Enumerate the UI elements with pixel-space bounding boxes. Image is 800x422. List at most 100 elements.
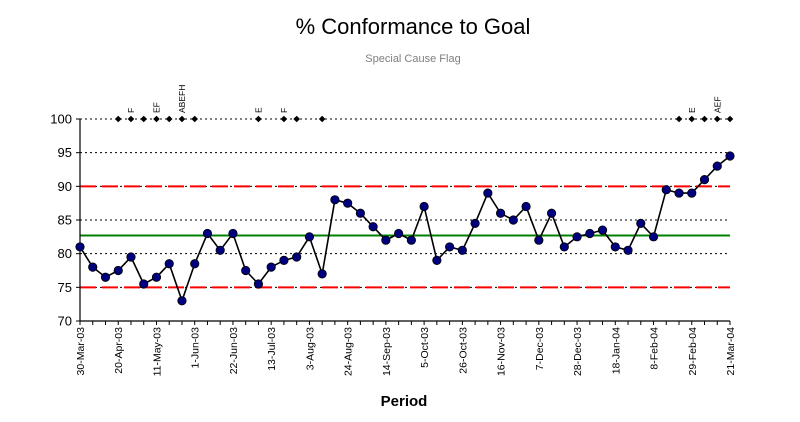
x-tick-label: 20-Apr-03: [113, 327, 125, 374]
data-point: [572, 232, 582, 242]
flag-marker: [675, 115, 683, 123]
flag-marker: [114, 115, 122, 123]
flag-marker: [165, 115, 173, 123]
data-point: [304, 232, 315, 242]
data-point: [139, 279, 149, 289]
data-point: [292, 252, 302, 262]
data-point: [712, 161, 722, 171]
data-point: [648, 232, 659, 242]
flag-marker: [191, 115, 199, 123]
data-point: [521, 201, 531, 212]
x-tick-label: 7-Dec-03: [534, 327, 546, 370]
data-point: [355, 208, 365, 218]
reference-lines: [80, 185, 730, 289]
data-point: [190, 259, 200, 269]
data-point: [241, 265, 251, 276]
data-point: [406, 235, 416, 245]
data-point: [661, 185, 671, 195]
x-tick-label: 8-Feb-04: [649, 327, 661, 370]
flag-marker: [293, 115, 300, 123]
y-tick-label: 85: [58, 213, 72, 228]
y-tick-label: 100: [50, 112, 72, 127]
flag-marker: [127, 115, 135, 123]
data-point: [75, 242, 85, 252]
x-tick-label: 11-May-03: [151, 327, 163, 377]
flag-marker: [178, 115, 186, 123]
data-point: [546, 208, 557, 218]
flag-label: ABEFH: [177, 85, 187, 113]
x-tick-label: 18-Jan-04: [610, 327, 622, 374]
flag-marker: [255, 115, 262, 123]
data-point: [687, 188, 697, 198]
data-point: [88, 262, 98, 272]
series: [75, 151, 735, 306]
flag-label: EF: [151, 102, 161, 113]
chart-subtitle: Special Cause Flag: [365, 53, 460, 65]
special-cause-flags: F EF ABEFH E F E AEF: [114, 85, 734, 123]
data-point: [470, 218, 480, 228]
data-point: [228, 228, 238, 239]
flag-marker: [726, 115, 734, 123]
flag-marker: [280, 115, 288, 123]
flag-label: E: [253, 107, 263, 113]
data-point: [317, 269, 327, 279]
data-point: [202, 228, 213, 239]
flag-marker: [153, 115, 160, 123]
data-point: [394, 228, 404, 239]
data-point: [597, 225, 608, 235]
x-tick-label: 30-Mar-03: [75, 327, 87, 376]
y-tick-label: 90: [58, 179, 72, 194]
data-point: [457, 245, 467, 255]
data-point: [483, 188, 493, 198]
data-point: [113, 265, 123, 276]
data-point: [253, 279, 264, 289]
x-tick-label: 26-Oct-03: [457, 327, 469, 374]
chart-title: % Conformance to Goal: [296, 14, 531, 39]
x-tick-label: 28-Dec-03: [572, 327, 584, 376]
data-point: [126, 252, 136, 262]
y-tick-label: 80: [58, 246, 72, 261]
data-point: [559, 242, 569, 252]
flag-marker: [318, 115, 326, 123]
data-point: [100, 272, 111, 282]
data-point: [445, 242, 455, 252]
flag-marker: [140, 115, 148, 123]
data-point: [623, 245, 633, 255]
x-tick-label: 21-Mar-04: [725, 327, 737, 376]
y-tick-label: 70: [58, 314, 72, 329]
series-line: [79, 155, 731, 304]
data-point: [534, 235, 544, 245]
data-point: [368, 222, 378, 232]
data-point: [279, 255, 289, 265]
data-point: [508, 215, 518, 225]
data-point: [610, 242, 620, 252]
x-tick-label: 29-Feb-04: [687, 327, 699, 376]
flag-label: AEF: [712, 96, 722, 113]
data-point: [177, 296, 187, 306]
flag-marker: [701, 115, 708, 123]
y-tick-label: 95: [58, 145, 72, 160]
flag-label: F: [126, 108, 136, 113]
x-tick-label: 13-Jul-03: [266, 327, 278, 371]
data-point: [495, 208, 506, 218]
data-point: [432, 255, 442, 265]
data-point: [381, 235, 391, 245]
data-point: [164, 259, 174, 269]
data-point: [266, 262, 276, 272]
data-point: [330, 195, 340, 205]
x-axis-label: Period: [381, 393, 428, 410]
flag-marker: [713, 115, 721, 123]
data-point: [151, 272, 162, 282]
data-point: [419, 201, 429, 212]
flag-marker: [688, 115, 696, 123]
data-point: [699, 175, 710, 185]
data-point: [725, 151, 735, 161]
flag-label: F: [279, 108, 289, 113]
x-tick-label: 24-Aug-03: [343, 327, 355, 376]
gridlines: [80, 118, 730, 288]
x-tick-label: 14-Sep-03: [381, 327, 393, 376]
y-tick-label: 75: [58, 280, 72, 295]
data-point: [343, 198, 353, 208]
data-point: [674, 188, 684, 198]
data-point: [585, 228, 595, 239]
